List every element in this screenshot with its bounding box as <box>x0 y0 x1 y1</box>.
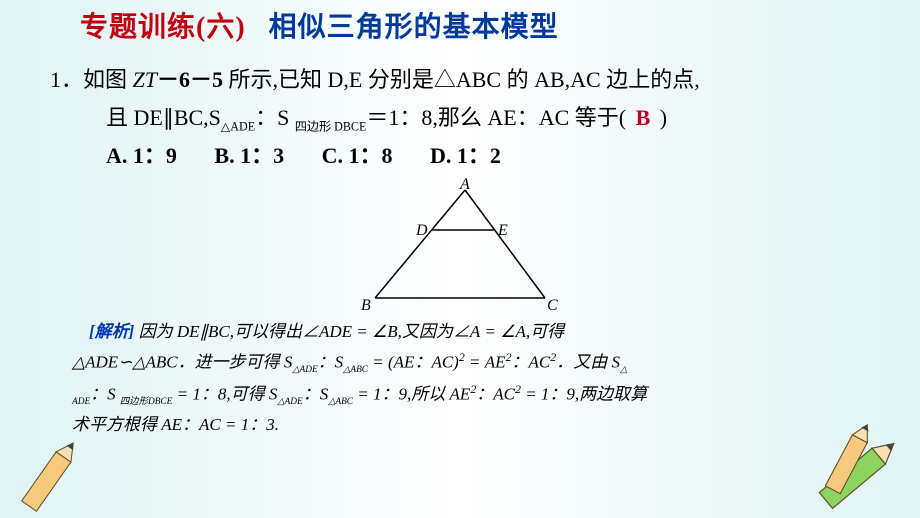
v: S <box>320 384 329 403</box>
sub: △ADE <box>277 397 302 407</box>
t: ： <box>90 384 107 403</box>
v: AC <box>529 352 551 371</box>
ref-i: ZT <box>127 67 157 92</box>
t: △ <box>72 352 85 371</box>
t: = 1：9,两边取算 <box>521 384 647 403</box>
sub: △ABC <box>343 365 368 375</box>
v: S <box>335 352 344 371</box>
problem-line2: 且 DE∥BC,S△ADE：S 四边形 DBCE＝1：8,那么 AE：AC 等于… <box>50 99 880 137</box>
svg-text:E: E <box>497 222 508 239</box>
t: ： <box>182 415 199 434</box>
t: 所示,已知 D,E 分别是△ABC 的 AB,AC 边上的点, <box>229 67 700 92</box>
problem-number: 1． <box>50 67 83 92</box>
svg-text:D: D <box>415 222 428 239</box>
t: = ∠ <box>352 322 387 341</box>
t: 因为 <box>139 322 177 341</box>
t: ： <box>476 384 493 403</box>
options-row: A. 1：9 B. 1：3 C. 1：8 D. 1：2 <box>50 137 880 174</box>
t: 如图 <box>83 67 127 92</box>
t: = <box>465 352 485 371</box>
ref-n: －6－5 <box>157 67 229 92</box>
v: ADE <box>85 352 118 371</box>
v: DE <box>177 322 200 341</box>
t: ∽△ <box>118 352 145 371</box>
v: AC <box>493 384 515 403</box>
sub: △ <box>620 365 627 375</box>
t: ： <box>414 352 431 371</box>
t: = ( <box>368 352 394 371</box>
sub: 四边形 DBCE <box>295 119 367 133</box>
option-d: D. 1：2 <box>430 137 501 174</box>
page-title: 专题训练(六) 相似三角形的基本模型 <box>0 0 920 47</box>
problem-line1: 1．如图 ZT－6－5 所示,已知 D,E 分别是△ABC 的 AB,AC 边上… <box>50 61 880 98</box>
sub: △ABC <box>328 397 353 407</box>
v: A <box>516 322 526 341</box>
v: AE <box>161 415 182 434</box>
svg-text:C: C <box>547 297 558 310</box>
t: ：S <box>255 105 295 130</box>
option-c: C. 1：8 <box>322 137 393 174</box>
v: ADE <box>319 322 352 341</box>
t: = 1：9,所以 <box>353 384 449 403</box>
sub: △ADE <box>292 365 317 375</box>
title-main: 专题训练(六) <box>80 12 246 43</box>
analysis-block: [解析] 因为 DE∥BC,可以得出∠ADE = ∠B,又因为∠A = ∠A,可… <box>0 316 920 440</box>
t: ．进一步可得 <box>178 352 284 371</box>
sub: ADE <box>72 397 90 407</box>
sub: △ADE <box>221 119 255 133</box>
v: BC <box>208 322 230 341</box>
t: ∥ <box>200 322 209 341</box>
pencil-icon-right <box>800 418 920 518</box>
t: ,可得 <box>526 322 564 341</box>
problem-block: 1．如图 ZT－6－5 所示,已知 D,E 分别是△ABC 的 AB,AC 边上… <box>0 47 920 174</box>
title-sub: 相似三角形的基本模型 <box>269 12 559 43</box>
analysis-label: [解析] <box>89 322 134 341</box>
t: ： <box>512 352 529 371</box>
option-a: A. 1：9 <box>106 137 177 174</box>
t: ,又因为∠ <box>398 322 470 341</box>
t: = 1：8,可得 <box>172 384 268 403</box>
t: ＝1：8,那么 AE：AC 等于( <box>366 105 626 130</box>
svg-text:A: A <box>459 178 470 193</box>
v: S <box>107 384 120 403</box>
v: AC <box>199 415 221 434</box>
v: AE <box>485 352 506 371</box>
t: = 1：3. <box>221 415 279 434</box>
v: B <box>387 322 397 341</box>
t: 且 DE∥BC,S <box>106 105 221 130</box>
v: S <box>611 352 620 371</box>
t: ,可以得出∠ <box>230 322 319 341</box>
v: A <box>470 322 480 341</box>
answer: B <box>636 105 651 130</box>
sub: 四边形DBCE <box>120 397 172 407</box>
v: AE <box>450 384 471 403</box>
t: = ∠ <box>480 322 515 341</box>
option-b: B. 1：3 <box>214 137 284 174</box>
svg-text:B: B <box>361 297 371 310</box>
pencil-icon-left <box>0 428 110 518</box>
t: ) <box>660 105 667 130</box>
v: ABC <box>145 352 177 371</box>
v: AC <box>431 352 453 371</box>
t: ： <box>303 384 320 403</box>
analysis-indent <box>72 322 89 341</box>
t: ．又由 <box>556 352 611 371</box>
triangle-figure: A B C D E <box>355 178 565 310</box>
t: ： <box>318 352 335 371</box>
v: AE <box>394 352 415 371</box>
